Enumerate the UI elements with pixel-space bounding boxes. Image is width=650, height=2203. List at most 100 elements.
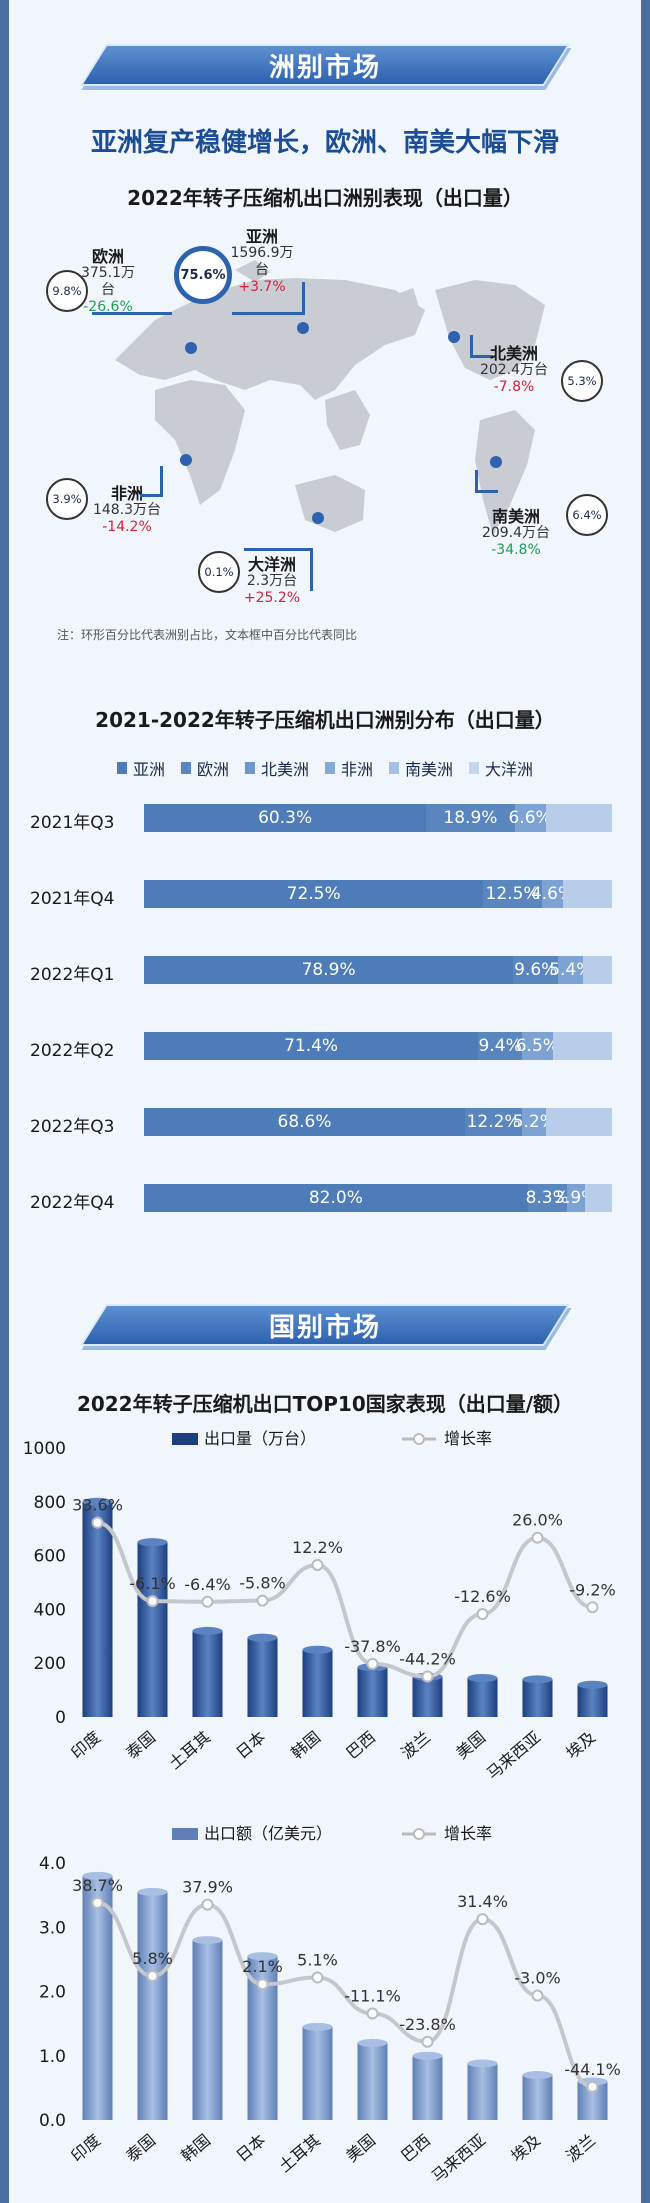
legend-item: 欧洲 [180,756,229,780]
legend-item: 大洋洲 [469,756,533,780]
dist-row: 2021年Q4 72.5% 12.5% 4.6% [30,880,612,909]
bar-top [247,1952,278,1961]
bar-top [192,1626,223,1635]
growth-point [201,1595,214,1608]
dist-segment: 9.6% [513,956,559,984]
top10-chart-title: 2022年转子压缩机出口TOP10国家表现（出口量/额） [76,1392,574,1416]
y-tick-label: 1.0 [39,2047,66,2067]
bar-top [412,2051,443,2060]
bar [467,2063,498,2120]
legend-item: 亚洲 [116,756,165,780]
bar [247,1637,278,1717]
samerica-label: 南美洲 209.4万台 -34.8% [481,507,551,558]
bar [522,2075,553,2120]
growth-point [531,1531,544,1544]
value-chart: 出口额（亿美元） 增长率 0.0 1.0 2.0 3.0 4.0 印度 泰国 韩国 日本 土耳其 美国巴… [39,1824,621,2187]
x-tick-label: 巴西 [342,1728,379,1763]
x-tick-label: 泰国 [122,2131,159,2166]
x-tick-label: 美国 [452,1728,489,1763]
bar [137,1891,168,2120]
growth-point [146,1970,159,1982]
dist-segment [563,880,612,908]
growth-label: -11.1% [344,1987,401,2006]
x-tick-label: 土耳其 [275,2131,324,2176]
legend-item: 南美洲 [389,756,453,780]
dist-segment [584,1184,612,1212]
dist-segment: 6.6% [508,804,552,832]
growth-point [256,1978,269,1991]
bar [302,2026,333,2120]
dist-segment: 72.5% [144,880,484,908]
left-border [0,0,9,2203]
bar-top [577,1680,608,1689]
legend-label: 亚洲 [132,760,165,779]
dist-segment: 12.5% [483,880,542,908]
asia-dot [297,322,309,334]
dist-bar: 68.6% 12.2% 5.2% [144,1108,612,1136]
growth-label: -44.1% [564,2060,621,2079]
dist-segment: 18.9% [426,804,515,832]
dist-segment: 5.2% [513,1108,556,1136]
dist-row: 2022年Q3 68.6% 12.2% 5.2% [30,1108,612,1137]
dist-row: 2021年Q3 60.3% 18.9% 6.6% [30,804,612,833]
legend-label: 南美洲 [405,760,454,779]
growth-label: 37.9% [182,1878,233,1897]
bar-top [247,1633,278,1642]
dist-row-label: 2022年Q1 [30,965,115,985]
growth-point [201,1898,214,1911]
growth-point [586,2080,599,2093]
bar [467,1677,498,1717]
growth-point [91,1516,104,1529]
y-tick-label: 800 [34,1493,66,1513]
y-tick-label: 0 [55,1708,66,1728]
y-tick-label: 600 [34,1547,66,1567]
growth-point [91,1896,104,1909]
dist-segment: 78.9% [144,956,514,984]
bar [577,1684,608,1717]
x-tick-label: 韩国 [287,1728,324,1763]
x-tick-label: 美国 [342,2131,379,2166]
legend-line-marker [413,1828,425,1840]
oceania-share-ring: 0.1% [198,551,240,593]
dist-segment: 82.0% [144,1184,528,1212]
growth-label: 26.0% [512,1511,563,1530]
x-tick-label: 埃及 [562,1728,599,1763]
banner-title: 洲别市场 [268,52,381,83]
bar-top [137,1538,168,1547]
dist-bar: 82.0% 8.3% 3.9% [144,1184,612,1212]
bar-top [137,1887,168,1896]
legend-label: 欧洲 [196,760,229,779]
legend-swatch [325,762,335,774]
y-tick-label: 4.0 [39,1854,66,1874]
y-tick-label: 400 [34,1600,66,1620]
x-tick-label: 波兰 [397,1728,434,1763]
x-tick-label: 日本 [232,2131,269,2166]
asia-label: 亚洲 1596.9万台 +3.7% [230,227,294,295]
legend-line-marker [413,1433,425,1445]
legend-line-label: 增长率 [444,1429,492,1448]
growth-label: 5.8% [132,1949,173,1968]
dist-segment: 4.6% [531,880,574,908]
legend-line-label: 增长率 [444,1824,492,1843]
growth-label: 5.1% [297,1951,338,1970]
legend-bar-swatch [172,1828,198,1840]
map-title: 2022年转子压缩机出口洲别表现（出口量） [127,186,523,210]
x-tick-label: 日本 [232,1728,269,1763]
dist-segment [546,1108,612,1136]
growth-point [311,1971,324,1984]
dist-segment [552,1032,612,1060]
volume-chart: 出口量（万台） 增长率 0 200 400 600 800 1000 印度 泰国 土耳其 日本 韩国 巴西… [23,1429,616,1780]
dist-row-label: 2021年Q3 [30,813,115,833]
bar [137,1542,168,1717]
dist-row-label: 2021年Q4 [30,889,115,909]
section-banner-country: 国别市场 [75,1298,575,1352]
growth-point [366,2007,379,2020]
samerica-share-ring: 6.4% [566,494,608,536]
x-tick-label: 马来西亚 [428,2131,489,2187]
bar-top [192,1936,223,1945]
namerica-label: 北美洲 202.4万台 -7.8% [479,344,549,395]
growth-label: -3.0% [514,1969,560,1988]
namerica-dot [448,331,460,343]
headline: 亚洲复产稳健增长，欧洲、南美大幅下滑 [90,128,559,158]
growth-label: -9.2% [569,1580,615,1599]
